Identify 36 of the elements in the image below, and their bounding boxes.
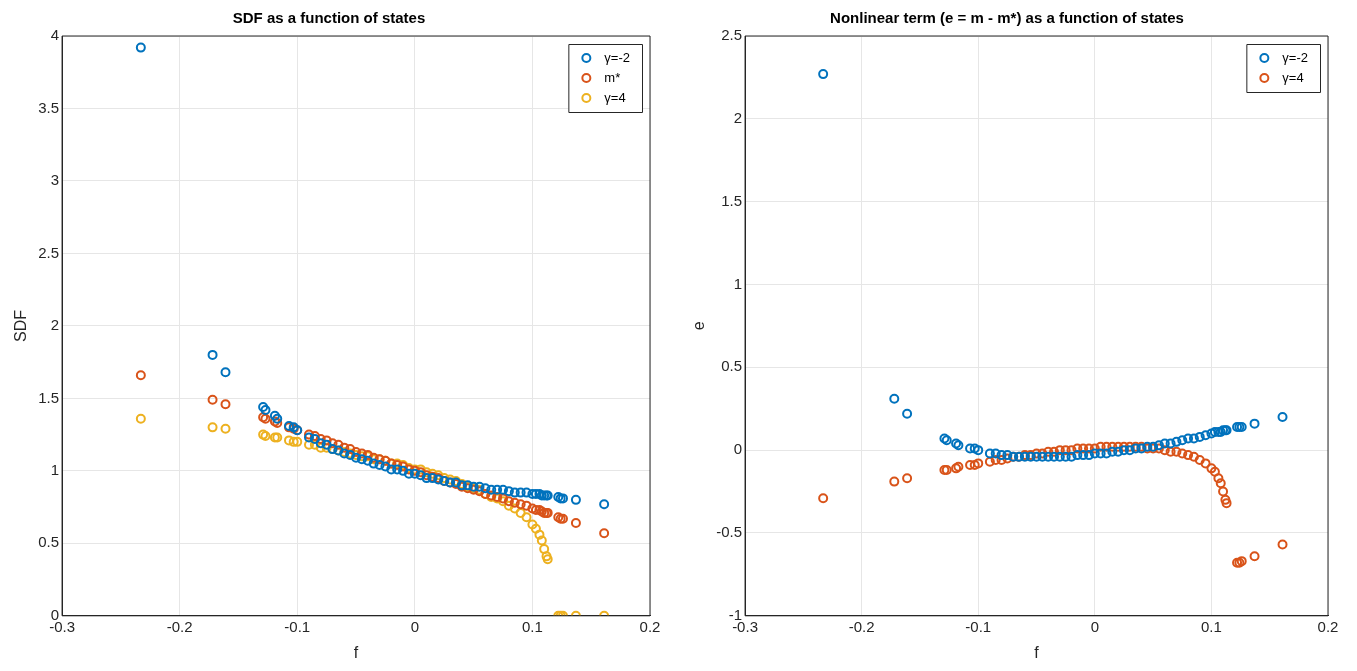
legend-label: γ=-2 — [1282, 49, 1309, 65]
y-tick-label: 2.5 — [38, 243, 60, 261]
legend-label: m* — [604, 69, 621, 85]
x-tick-label: -0.2 — [166, 617, 193, 635]
x-tick-label: 0.1 — [521, 617, 543, 635]
y-tick-label: 3.5 — [38, 98, 60, 116]
y-tick-label: 0.5 — [38, 533, 60, 551]
y-tick-label: 1.5 — [38, 388, 60, 406]
x-tick-label: 0.2 — [1317, 617, 1339, 635]
y-tick-label: 2.5 — [721, 26, 743, 44]
x-tick-label: 0 — [1090, 617, 1099, 635]
y-tick-label: 1 — [50, 460, 60, 478]
y-tick-label: 4 — [50, 26, 60, 44]
y-tick-label: 3 — [50, 171, 60, 189]
x-axis-title: f — [1034, 643, 1040, 661]
x-tick-label: 0.2 — [639, 617, 661, 635]
y-tick-label: -0.5 — [716, 523, 743, 541]
legend-label: γ=-2 — [604, 49, 631, 65]
y-tick-label: 0.5 — [721, 357, 743, 375]
x-tick-label: 0.1 — [1200, 617, 1222, 635]
y-tick-label: 1 — [733, 274, 743, 292]
y-axis-title: SDF — [12, 309, 30, 342]
x-tick-label: 0 — [410, 617, 419, 635]
y-tick-label: 1.5 — [721, 191, 743, 209]
chart-title: Nonlinear term (e = m - m*) as a function of states — [830, 9, 1184, 27]
legend-label: γ=4 — [604, 89, 626, 105]
y-axis-title: e — [690, 321, 708, 331]
x-axis-title: f — [353, 643, 359, 661]
y-tick-label: 0 — [733, 440, 743, 458]
chart-title: SDF as a function of states — [232, 9, 426, 27]
x-tick-label: -0.2 — [848, 617, 875, 635]
x-tick-label: -0.1 — [965, 617, 992, 635]
y-tick-label: 2 — [733, 108, 743, 126]
x-tick-label: -0.1 — [284, 617, 311, 635]
legend-label: γ=4 — [1282, 69, 1304, 85]
y-tick-label: 2 — [50, 316, 60, 334]
